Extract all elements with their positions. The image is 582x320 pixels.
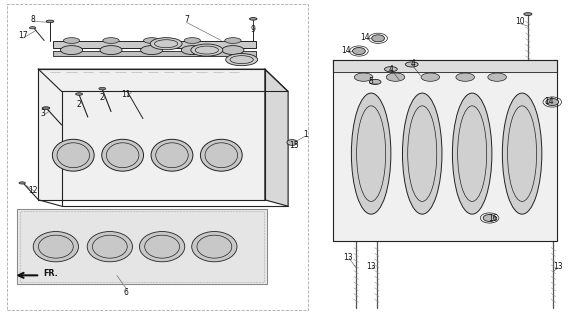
- Bar: [53, 51, 256, 56]
- Ellipse shape: [222, 46, 244, 54]
- Ellipse shape: [250, 18, 257, 20]
- Ellipse shape: [52, 139, 94, 171]
- Text: 14: 14: [545, 97, 554, 106]
- Text: 8: 8: [30, 15, 35, 24]
- Text: 15: 15: [289, 141, 299, 150]
- Ellipse shape: [19, 182, 26, 184]
- Ellipse shape: [191, 44, 223, 56]
- Ellipse shape: [456, 73, 474, 81]
- Ellipse shape: [421, 73, 439, 81]
- Polygon shape: [38, 69, 265, 200]
- Circle shape: [546, 99, 559, 106]
- Polygon shape: [265, 69, 288, 206]
- Ellipse shape: [226, 53, 258, 66]
- Ellipse shape: [47, 20, 54, 23]
- Polygon shape: [38, 69, 288, 92]
- Ellipse shape: [61, 46, 83, 54]
- Ellipse shape: [102, 139, 144, 171]
- Text: 7: 7: [184, 15, 189, 24]
- Bar: [6, 4, 308, 310]
- Ellipse shape: [141, 46, 163, 54]
- Circle shape: [287, 140, 297, 145]
- Text: FR.: FR.: [43, 269, 58, 278]
- Text: 5: 5: [368, 77, 373, 86]
- Text: 11: 11: [121, 90, 130, 99]
- Ellipse shape: [370, 79, 381, 84]
- Ellipse shape: [151, 139, 193, 171]
- Ellipse shape: [524, 13, 532, 15]
- Ellipse shape: [103, 38, 119, 44]
- Ellipse shape: [42, 107, 49, 109]
- Ellipse shape: [225, 38, 241, 44]
- Ellipse shape: [181, 46, 203, 54]
- Ellipse shape: [33, 232, 79, 262]
- Bar: [20, 211, 264, 282]
- Text: 16: 16: [488, 214, 498, 223]
- Ellipse shape: [488, 73, 506, 81]
- Ellipse shape: [386, 73, 405, 81]
- Ellipse shape: [406, 62, 418, 67]
- Text: 14: 14: [360, 33, 370, 42]
- Circle shape: [353, 48, 365, 54]
- Polygon shape: [17, 209, 267, 284]
- Ellipse shape: [200, 139, 242, 171]
- Ellipse shape: [191, 232, 237, 262]
- Ellipse shape: [150, 38, 182, 50]
- Polygon shape: [333, 60, 557, 241]
- Text: 13: 13: [366, 262, 376, 271]
- Ellipse shape: [140, 232, 184, 262]
- Ellipse shape: [354, 73, 373, 81]
- Text: 10: 10: [516, 17, 525, 26]
- Ellipse shape: [30, 27, 36, 29]
- Ellipse shape: [63, 38, 80, 44]
- Ellipse shape: [76, 93, 83, 95]
- Polygon shape: [333, 60, 557, 72]
- Ellipse shape: [100, 46, 122, 54]
- Circle shape: [372, 35, 385, 42]
- Text: 4: 4: [388, 65, 393, 74]
- Ellipse shape: [385, 67, 398, 72]
- Circle shape: [483, 214, 496, 221]
- Ellipse shape: [87, 232, 133, 262]
- Text: 6: 6: [123, 288, 128, 297]
- Bar: [53, 41, 256, 48]
- Text: 3: 3: [40, 109, 45, 118]
- Text: 17: 17: [18, 31, 27, 40]
- Text: 4: 4: [410, 59, 416, 68]
- Ellipse shape: [99, 87, 106, 90]
- Text: 2: 2: [77, 100, 81, 109]
- Ellipse shape: [184, 38, 200, 44]
- Ellipse shape: [403, 93, 442, 214]
- Ellipse shape: [144, 38, 160, 44]
- Text: 13: 13: [343, 253, 353, 262]
- Text: 13: 13: [553, 262, 563, 271]
- Text: 1: 1: [303, 130, 308, 139]
- Ellipse shape: [452, 93, 492, 214]
- Ellipse shape: [352, 93, 391, 214]
- Ellipse shape: [502, 93, 542, 214]
- Text: 9: 9: [251, 25, 255, 34]
- Text: 2: 2: [100, 93, 105, 102]
- Text: 14: 14: [342, 45, 351, 55]
- Text: 12: 12: [28, 186, 37, 195]
